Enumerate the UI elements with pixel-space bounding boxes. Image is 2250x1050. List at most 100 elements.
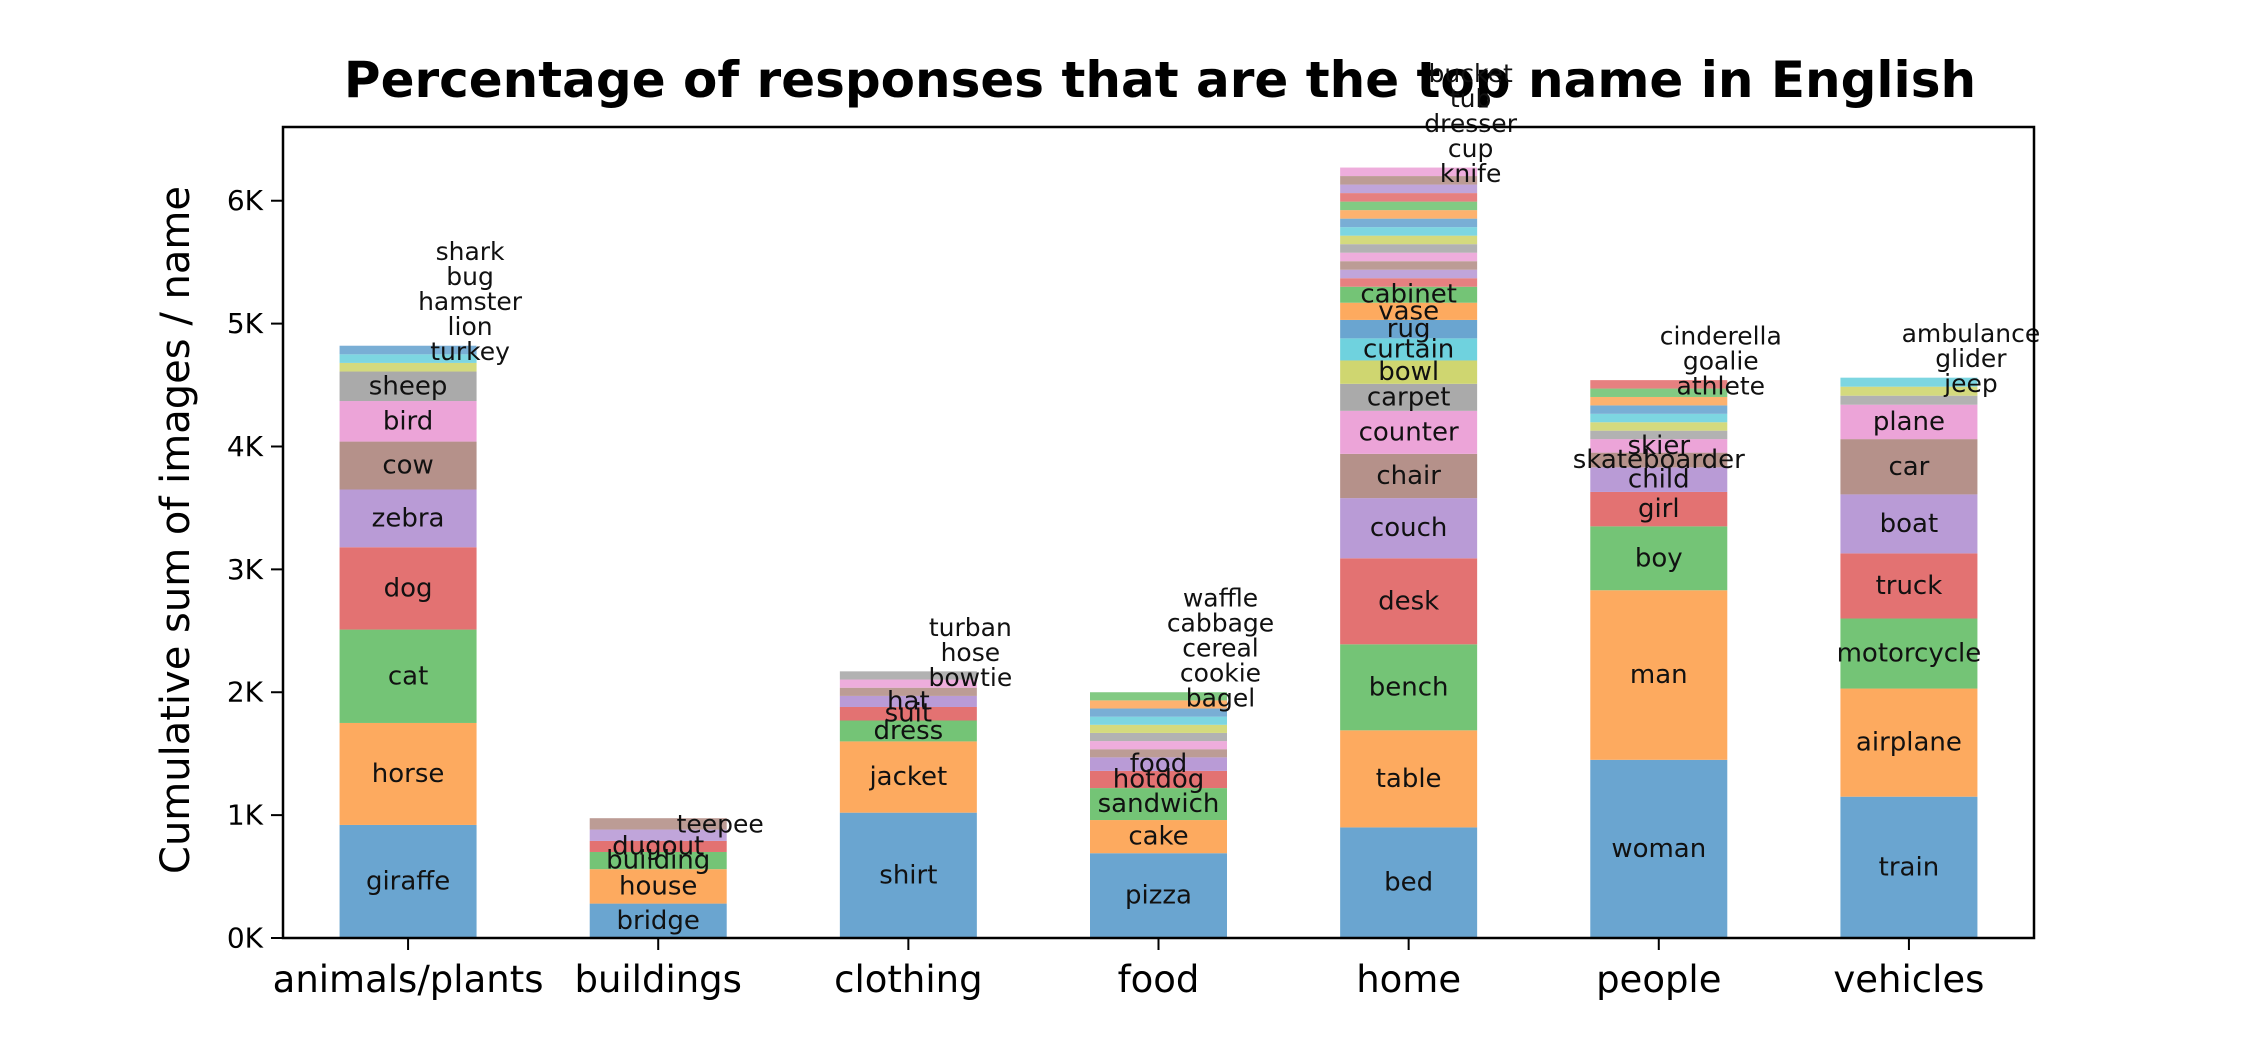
segment-label-food-cake: cake (1128, 822, 1188, 852)
bar-tail-stripe (1590, 380, 1728, 389)
segment-label-clothing-shirt: shirt (879, 860, 937, 890)
bar-segment-buildings-house (589, 869, 727, 904)
bar-segment-clothing-suit (839, 706, 977, 721)
bar-segment-clothing-jacket (839, 741, 977, 813)
segment-label-food-food: food (1130, 749, 1187, 779)
segment-label-vehicles-motorcycle: motorcycle (1837, 639, 1982, 669)
bar-segment-clothing-hat (839, 695, 977, 707)
bar-tail-stripe (1340, 227, 1478, 236)
segment-label-home-rug: rug (1387, 314, 1431, 344)
bar-segment-people-skateboarder (1590, 452, 1728, 468)
bar-tail-stripe (589, 829, 727, 841)
tail-label-people-goalie: goalie (1683, 347, 1759, 376)
bar-tail-stripe (1590, 422, 1728, 431)
segment-label-food-hotdog: hotdog (1113, 764, 1205, 794)
bar-tail-stripe (1340, 176, 1478, 185)
bars-layer (339, 167, 1978, 938)
x-tick-label-home: home (1356, 958, 1461, 1001)
tail-label-home-tub: tub (1450, 84, 1492, 113)
bar-segment-home-chair (1340, 453, 1478, 499)
bar-segment-home-curtain (1340, 338, 1478, 361)
tail-label-food-waffle: waffle (1183, 584, 1258, 613)
segment-label-animals-plants-giraffe: giraffe (366, 866, 450, 896)
bar-tail-stripe (339, 362, 477, 372)
segment-label-vehicles-train: train (1879, 852, 1940, 882)
bar-tail-stripe (1090, 741, 1227, 750)
bar-segment-home-table (1340, 730, 1478, 828)
tail-label-animals-plants-bug: bug (446, 262, 494, 291)
tail-label-vehicles-ambulance: ambulance (1902, 319, 2041, 348)
segment-label-animals-plants-horse: horse (372, 759, 445, 789)
bar-tail-stripe (839, 679, 977, 688)
tail-label-buildings-teepee: teepee (677, 810, 764, 839)
bar-tail-stripe (839, 687, 977, 696)
segment-label-people-man: man (1630, 660, 1688, 690)
segment-label-people-boy: boy (1635, 543, 1683, 573)
bar-segment-home-vase (1340, 302, 1478, 320)
tail-label-animals-plants-lion: lion (448, 312, 493, 341)
bar-segment-vehicles-truck (1840, 553, 1978, 619)
segment-label-food-sandwich: sandwich (1098, 789, 1220, 819)
segment-label-home-table: table (1376, 764, 1442, 794)
x-tick-label-vehicles: vehicles (1833, 958, 1984, 1001)
segment-label-animals-plants-cow: cow (382, 451, 433, 481)
bar-segment-home-carpet (1340, 383, 1478, 411)
tail-label-home-knife: knife (1440, 159, 1501, 188)
bar-segment-people-girl (1590, 491, 1728, 527)
bar-tail-stripe (1840, 377, 1978, 387)
bar-segment-animals-plants-giraffe (339, 824, 477, 938)
bar-tail-stripe (1090, 692, 1227, 701)
bar-tail-stripe (1340, 201, 1478, 211)
bar-segment-vehicles-car (1840, 439, 1978, 495)
bar-segment-people-man (1590, 590, 1728, 760)
x-tick-label-food: food (1118, 958, 1200, 1001)
bar-tail-stripe (1590, 396, 1728, 406)
segment-label-home-chair: chair (1376, 461, 1441, 491)
tail-label-clothing-hose: hose (941, 638, 1001, 667)
bar-tail-stripe (1340, 184, 1478, 194)
segment-label-people-skateboarder: skateboarder (1573, 445, 1745, 475)
bar-tail-stripe (1090, 708, 1227, 717)
y-tick-label: 6K (227, 184, 264, 217)
segment-label-home-bowl: bowl (1378, 357, 1439, 387)
bar-tail-stripe (1840, 395, 1978, 405)
bar-segment-vehicles-boat (1840, 494, 1978, 554)
bar-tail-stripe (1090, 749, 1227, 758)
bar-tail-stripe (1340, 261, 1478, 270)
labels-layer: giraffe horse cat dog zebra cow bird sheep turke… (366, 59, 2040, 936)
segment-label-buildings-house: house (619, 871, 697, 901)
segment-label-buildings-bridge: bridge (617, 906, 700, 936)
bar-segment-home-counter (1340, 410, 1478, 454)
bar-segment-vehicles-motorcycle (1840, 618, 1978, 689)
bar-segment-animals-plants-cow (339, 441, 477, 490)
chart-title: Percentage of responses that are the top… (344, 51, 1976, 109)
bar-segment-buildings-bridge (589, 903, 727, 938)
segment-label-clothing-jacket: jacket (868, 762, 947, 792)
bar-segment-animals-plants-zebra (339, 489, 477, 548)
segment-label-people-skier: skier (1628, 431, 1691, 461)
bar-segment-home-cabinet (1340, 286, 1478, 303)
bar-segment-home-bench (1340, 644, 1478, 731)
tail-label-food-cabbage: cabbage (1167, 609, 1274, 638)
segment-label-people-girl: girl (1638, 494, 1680, 524)
y-tick-label: 1K (227, 799, 264, 832)
y-tick-label: 3K (227, 553, 264, 586)
tail-label-home-dresser: dresser (1424, 109, 1517, 138)
bar-segment-clothing-dress (839, 720, 977, 742)
bar-segment-people-child (1590, 467, 1728, 492)
tail-label-people-athlete: athlete (1677, 372, 1765, 401)
segment-label-animals-plants-bird: bird (383, 406, 433, 436)
segment-label-home-curtain: curtain (1363, 334, 1454, 364)
bar-tail-stripe (1340, 278, 1478, 287)
bar-segment-buildings-dugout (589, 840, 727, 852)
bar-tail-stripe (1340, 167, 1478, 177)
segment-label-animals-plants-sheep: sheep (369, 371, 448, 401)
tail-label-food-cereal: cereal (1182, 634, 1259, 663)
tail-label-clothing-turban: turban (929, 613, 1012, 642)
bar-segment-food-sandwich (1090, 788, 1227, 821)
segment-label-buildings-dugout: dugout (612, 831, 704, 861)
segment-label-home-couch: couch (1370, 513, 1447, 543)
bar-tail-stripe (1090, 700, 1227, 709)
segment-label-animals-plants-dog: dog (384, 573, 433, 603)
